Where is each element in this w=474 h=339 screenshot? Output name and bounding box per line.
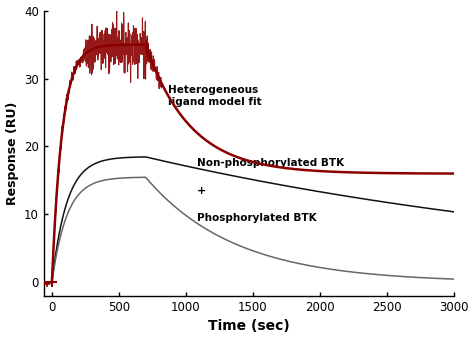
Y-axis label: Response (RU): Response (RU) — [6, 102, 18, 205]
Text: Non-phosphorylated BTK: Non-phosphorylated BTK — [197, 159, 344, 168]
Text: Heterogeneous
ligand model fit: Heterogeneous ligand model fit — [168, 85, 262, 107]
X-axis label: Time (sec): Time (sec) — [208, 319, 290, 334]
Text: Phosphorylated BTK: Phosphorylated BTK — [197, 213, 316, 223]
Text: +: + — [197, 186, 206, 196]
